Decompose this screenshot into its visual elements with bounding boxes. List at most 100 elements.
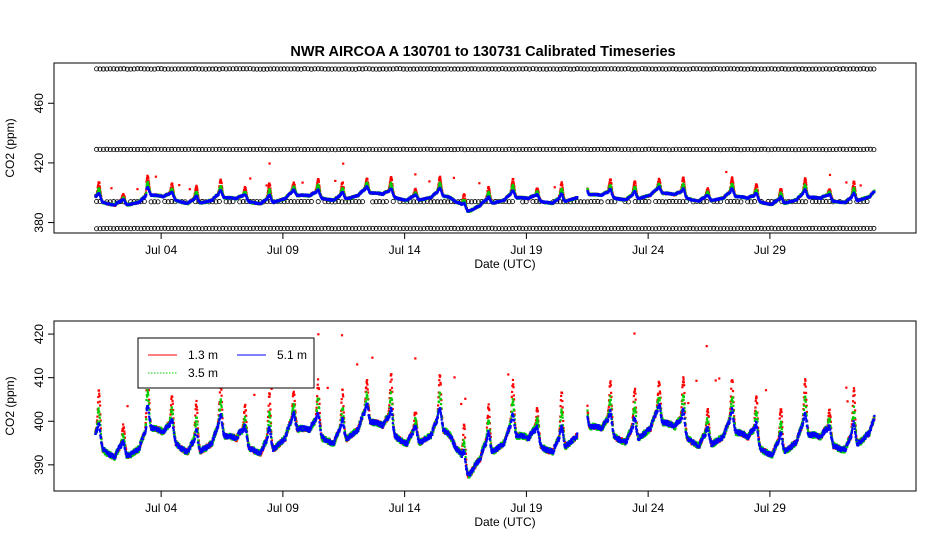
standard-point	[107, 147, 113, 153]
standard-point	[707, 225, 713, 231]
standard-point	[390, 225, 396, 231]
standard-point	[288, 225, 294, 231]
standard-point	[400, 225, 406, 231]
standard-point	[462, 225, 468, 231]
standard-point	[377, 225, 383, 231]
standard-point	[646, 225, 652, 231]
standard-point	[598, 199, 604, 205]
standard-point	[653, 199, 659, 205]
series-point	[98, 185, 101, 188]
standard-point	[162, 225, 168, 231]
standard-point	[827, 225, 833, 231]
standard-point	[704, 199, 710, 205]
standard-point	[339, 225, 345, 231]
standard-point	[619, 226, 625, 232]
standard-point	[240, 225, 246, 231]
series-point	[828, 173, 832, 177]
standard-point	[666, 226, 672, 232]
standard-point	[516, 225, 522, 231]
standard-point	[639, 226, 645, 232]
standard-point	[564, 226, 570, 232]
standard-point	[598, 225, 604, 231]
standard-point	[840, 225, 846, 231]
standard-point	[820, 226, 826, 232]
standard-point	[639, 199, 645, 205]
top-data-points	[94, 66, 877, 232]
standard-point	[844, 226, 850, 232]
standard-point	[786, 225, 792, 231]
standard-point	[469, 226, 475, 232]
standard-point	[530, 225, 536, 231]
standard-point	[799, 226, 805, 232]
standard-point	[673, 199, 679, 205]
standard-point	[291, 199, 297, 205]
standard-point	[854, 226, 860, 232]
standard-point	[554, 225, 560, 231]
standard-point	[308, 199, 314, 205]
series-point	[439, 178, 442, 181]
series-point	[334, 179, 337, 183]
standard-point	[605, 199, 611, 205]
standard-point	[199, 226, 205, 232]
series-point	[439, 182, 442, 185]
standard-point	[390, 199, 396, 205]
standard-point	[175, 226, 181, 232]
standard-point	[557, 225, 563, 231]
standard-point	[492, 226, 498, 232]
standard-point	[158, 225, 164, 231]
standard-point	[322, 225, 328, 231]
standard-point	[595, 199, 601, 205]
standard-point	[738, 199, 744, 205]
standard-point	[571, 226, 577, 232]
series-point	[512, 180, 515, 184]
standard-point	[394, 225, 400, 231]
standard-point	[871, 225, 877, 231]
standard-point	[792, 225, 798, 231]
chart-title: NWR AIRCOA A 130701 to 130731 Calibrated…	[290, 44, 675, 60]
standard-point	[114, 226, 120, 232]
standard-point	[411, 225, 417, 231]
standard-point	[738, 225, 744, 231]
standard-point	[680, 226, 686, 232]
series-point	[553, 186, 556, 189]
standard-point	[677, 226, 683, 232]
standard-point	[216, 199, 222, 205]
standard-point	[179, 226, 185, 232]
standard-point	[261, 225, 267, 231]
standard-point	[823, 199, 829, 205]
standard-point	[435, 199, 441, 205]
series-point	[98, 181, 101, 184]
standard-point	[302, 225, 308, 231]
standard-point	[332, 226, 338, 232]
standard-point	[114, 147, 120, 153]
series-point	[725, 170, 728, 174]
standard-point	[370, 199, 376, 205]
series-point	[488, 188, 491, 191]
standard-point	[407, 226, 413, 232]
standard-point	[227, 226, 233, 232]
standard-point	[714, 226, 720, 232]
series-point	[634, 181, 637, 185]
standard-point	[404, 225, 410, 231]
standard-point	[673, 226, 679, 232]
standard-point	[210, 225, 216, 231]
standard-point	[857, 225, 863, 231]
standard-point	[622, 226, 628, 232]
standard-point	[295, 199, 301, 205]
standard-point	[629, 226, 635, 232]
standard-point	[653, 226, 659, 232]
series-point	[609, 178, 612, 181]
standard-point	[605, 226, 611, 232]
standard-point	[308, 226, 314, 232]
standard-point	[642, 199, 648, 205]
standard-point	[117, 146, 123, 152]
standard-point	[417, 226, 423, 232]
standard-point	[530, 199, 536, 205]
standard-point	[97, 146, 103, 152]
standard-point	[213, 225, 219, 231]
standard-point	[585, 226, 591, 232]
series-point	[188, 188, 191, 191]
standard-point	[424, 225, 430, 231]
standard-point	[796, 226, 802, 232]
standard-point	[608, 199, 614, 205]
